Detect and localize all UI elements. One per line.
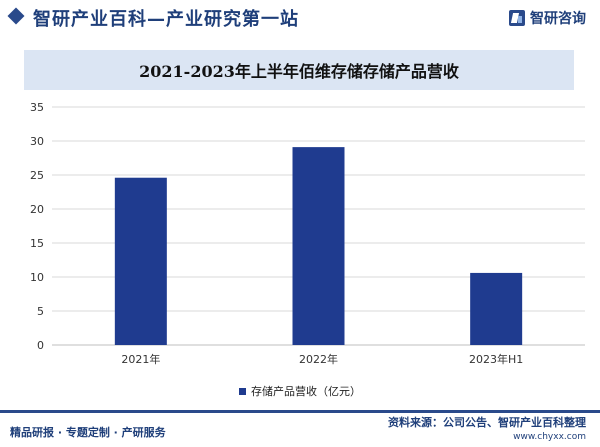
- bar: [114, 177, 167, 345]
- y-tick-label: 5: [37, 305, 44, 318]
- bar: [470, 272, 523, 345]
- chart-legend: 存储产品营收（亿元）: [0, 383, 600, 399]
- x-tick-label: 2022年: [299, 352, 338, 366]
- y-tick-label: 35: [30, 101, 44, 114]
- footer-source-block: 资料来源：公司公告、智研产业百科整理 www.chyxx.com: [388, 416, 586, 444]
- y-tick-label: 30: [30, 135, 44, 148]
- y-tick-label: 0: [37, 339, 44, 352]
- bar-chart: 0 5 10 15 20 25 30 35 2021年 2022年 2023年H1: [30, 101, 585, 366]
- x-tick-label: 2021年: [121, 352, 160, 366]
- header-title: 智研产业百科—产业研究第一站: [33, 9, 299, 30]
- diamond-icon: [7, 7, 25, 25]
- y-tick-label: 25: [30, 169, 44, 182]
- chart-title-band: 2021-2023年上半年佰维存储存储产品营收: [24, 50, 574, 90]
- y-tick-label: 20: [30, 203, 44, 216]
- legend-swatch: [239, 387, 246, 395]
- brand-logo-icon: [509, 10, 525, 26]
- chart-title: 2021-2023年上半年佰维存储存储产品营收: [139, 62, 459, 81]
- footer-divider: [0, 410, 600, 413]
- footer-url: www.chyxx.com: [513, 432, 586, 442]
- brand: 智研咨询: [509, 8, 586, 28]
- footer-tagline: 精品研报 · 专题定制 · 产研服务: [10, 426, 166, 439]
- brand-name: 智研咨询: [530, 11, 586, 27]
- legend-label: 存储产品营收（亿元）: [251, 385, 361, 398]
- x-tick-label: 2023年H1: [469, 352, 523, 366]
- y-tick-label: 10: [30, 271, 44, 284]
- bar: [292, 147, 345, 345]
- footer-source: 资料来源：公司公告、智研产业百科整理: [388, 416, 586, 429]
- header-bar: 智研产业百科—产业研究第一站 智研咨询: [0, 0, 600, 34]
- y-tick-label: 15: [30, 237, 44, 250]
